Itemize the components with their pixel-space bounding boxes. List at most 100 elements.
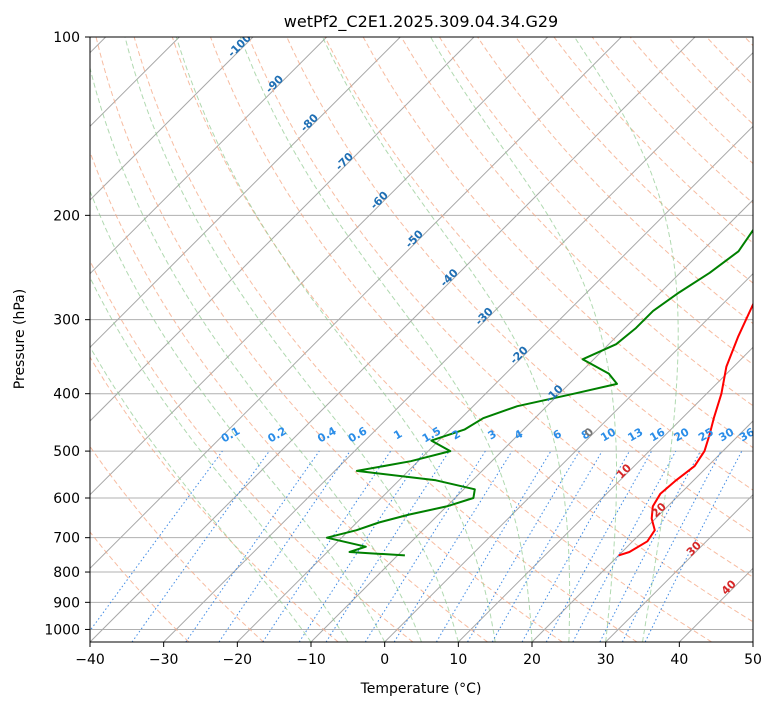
mixing-ratio-line: [644, 450, 743, 642]
mixing-ratio-label: 0.4: [315, 424, 339, 445]
mixing-ratio-line: [545, 450, 653, 642]
isotherm-label: -60: [368, 189, 391, 212]
dry-adiabat: [171, 37, 712, 642]
series-dewpoint-line: [325, 228, 753, 557]
dry-adiabat: [706, 37, 753, 86]
moist-adiabat: [90, 65, 422, 642]
dry-adiabat: [90, 150, 488, 642]
isotherm-line: [457, 346, 753, 642]
x-tick-label: −10: [296, 652, 326, 668]
isotherm-line: [605, 493, 753, 642]
isotherm-label: 40: [719, 577, 739, 597]
dry-adiabat: [210, 37, 753, 623]
y-tick-label: 200: [53, 208, 80, 224]
dry-adiabat: [324, 37, 753, 491]
moist-adiabat: [430, 37, 617, 642]
mixing-ratio-label: 2: [450, 427, 463, 442]
mixing-ratio-label: 1: [391, 427, 404, 442]
isotherm-line: [384, 272, 753, 642]
mixing-ratio-label: 0.6: [346, 424, 370, 445]
dry-adiabat: [744, 37, 753, 47]
y-tick-label: 700: [53, 531, 80, 547]
mixing-ratio-line: [435, 450, 552, 642]
isotherm-line: [90, 37, 254, 201]
mixing-ratio-label: 36: [737, 425, 757, 444]
dry-adiabat: [400, 37, 753, 407]
mixing-ratio-line: [325, 450, 450, 642]
isotherm-line: [90, 37, 622, 570]
dry-adiabat: [477, 37, 753, 325]
y-tick-label: 500: [53, 444, 80, 460]
isotherm-label: -70: [333, 150, 356, 173]
dry-adiabat: [248, 37, 753, 578]
plot-frame: [89, 36, 754, 643]
dry-adiabat: [90, 259, 414, 642]
mixing-ratio-line: [521, 450, 630, 642]
y-tick-label: 600: [53, 491, 80, 507]
dry-adiabat: [133, 37, 638, 642]
dry-adiabat: [553, 37, 753, 244]
x-tick-label: 50: [744, 652, 762, 668]
dry-adiabat: [286, 37, 753, 534]
mixing-ratio-label: 0.1: [219, 424, 242, 445]
isotherm-label: -80: [298, 111, 321, 134]
isotherm-label: -40: [438, 266, 461, 289]
mixing-ratio-line: [131, 450, 270, 642]
mixing-ratio-line: [298, 450, 425, 642]
isotherm-line: [90, 37, 401, 349]
x-axis-label: Temperature (°C): [360, 681, 482, 697]
isotherm-line: [90, 37, 696, 642]
moist-adiabat: [124, 37, 459, 642]
mixing-ratio-label: 13: [626, 425, 646, 444]
dry-adiabat: [438, 37, 753, 366]
isotherm-line: [163, 51, 753, 642]
mixing-ratio-line: [393, 450, 513, 642]
mixing-ratio-label: 25: [696, 425, 716, 444]
isotherm-line: [90, 37, 328, 275]
isotherm-line: [752, 641, 753, 642]
mixing-ratio-label: 6: [551, 427, 564, 442]
x-tick-label: −20: [223, 652, 253, 668]
x-tick-label: 20: [523, 652, 541, 668]
y-tick-label: 900: [53, 595, 80, 611]
isotherm-label: -10: [543, 382, 566, 405]
dry-adiabat: [90, 445, 264, 642]
isotherm-label: -100: [225, 31, 254, 60]
x-tick-label: 0: [380, 652, 389, 668]
mixing-ratio-label: 16: [648, 425, 668, 444]
isotherm-label: -50: [403, 227, 426, 250]
isotherm-line: [90, 37, 549, 496]
mixing-ratio-line: [218, 450, 351, 642]
isotherm-label: 10: [614, 461, 634, 481]
y-axis-label: Pressure (hPa): [12, 289, 28, 389]
mixing-ratio-line: [262, 450, 392, 642]
y-tick-label: 300: [53, 313, 80, 329]
x-tick-label: 10: [449, 652, 467, 668]
dry-adiabat: [515, 37, 753, 284]
x-tick-label: 40: [670, 652, 688, 668]
isotherm-line: [90, 37, 475, 422]
moist-adiabat: [90, 276, 349, 642]
dry-adiabat: [95, 37, 563, 642]
mixing-ratio-line: [599, 450, 701, 642]
y-tick-label: 400: [53, 387, 80, 403]
mixing-ratio-label: 10: [598, 425, 618, 444]
mixing-ratio-label: 3: [486, 427, 499, 442]
isotherm-label: 30: [684, 539, 704, 559]
y-tick-label: 100: [53, 30, 80, 46]
mixing-ratio-label: 30: [717, 425, 737, 444]
dry-adiabat: [90, 356, 339, 642]
mixing-ratio-line: [467, 450, 580, 642]
mixing-ratio-label: 1.5: [420, 424, 443, 445]
moist-adiabat: [574, 37, 679, 642]
mixing-ratio-line: [90, 450, 223, 632]
mixing-ratio-label: 0.2: [265, 424, 288, 445]
isotherm-label: -90: [263, 72, 286, 95]
x-tick-label: 30: [597, 652, 615, 668]
moist-adiabat: [175, 37, 496, 642]
dry-adiabat: [591, 37, 753, 204]
mixing-ratio-label: 20: [672, 425, 692, 444]
mixing-ratio-line: [185, 450, 320, 642]
x-tick-label: −30: [149, 652, 179, 668]
y-tick-label: 800: [53, 565, 80, 581]
